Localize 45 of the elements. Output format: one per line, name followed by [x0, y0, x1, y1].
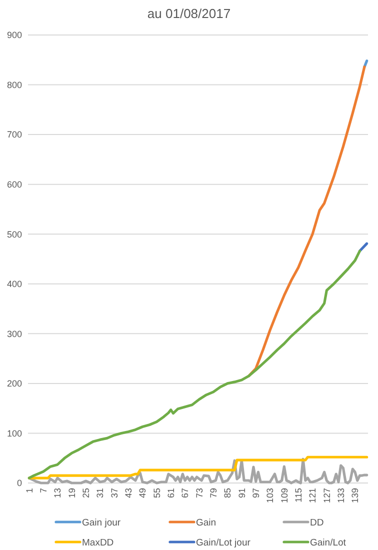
line-series	[28, 250, 362, 480]
x-tick-label: 31	[95, 488, 106, 498]
y-tick-label: 300	[6, 328, 22, 339]
x-tick-label: 115	[293, 488, 304, 502]
legend-label: Gain/Lot	[310, 537, 346, 548]
x-tick-label: 7	[38, 488, 48, 494]
x-tick-label: 103	[265, 488, 276, 504]
x-tick-label: 49	[138, 488, 148, 498]
y-tick-label: 400	[6, 279, 22, 290]
x-tick-label: 97	[250, 488, 261, 498]
legend-label: MaxDD	[82, 537, 114, 548]
x-tick-label: 67	[180, 488, 190, 498]
x-tick-label: 13	[52, 488, 63, 498]
legend-label: Gain jour	[82, 517, 121, 528]
y-tick-label: 100	[6, 428, 22, 438]
line-series	[28, 456, 368, 480]
y-tick-label: 900	[6, 30, 22, 40]
y-tick-label: 500	[6, 229, 22, 240]
y-tick-label: 600	[6, 179, 22, 190]
y-tick-label: 700	[6, 130, 22, 140]
x-tick-label: 19	[66, 488, 77, 498]
y-tick-label: 0	[16, 478, 22, 488]
x-tick-label: 73	[194, 488, 204, 498]
x-tick-label: 133	[336, 488, 346, 504]
x-tick-label: 37	[109, 488, 120, 498]
x-tick-label: 121	[308, 488, 318, 504]
x-tick-label: 127	[322, 488, 332, 504]
x-tick-label: 79	[208, 488, 218, 498]
legend-label: Gain/Lot jour	[196, 537, 250, 548]
chart-title: au 01/08/2017	[147, 6, 231, 21]
line-series	[28, 458, 368, 484]
x-tick-label: 85	[222, 488, 233, 498]
y-tick-label: 200	[6, 378, 22, 389]
x-tick-label: 43	[123, 488, 134, 498]
y-tick-label: 800	[6, 80, 22, 90]
x-tick-label: 25	[80, 488, 91, 498]
x-tick-label: 1	[24, 488, 34, 494]
legend-label: DD	[310, 517, 324, 528]
x-tick-label: 91	[236, 488, 247, 498]
x-tick-label: 139	[350, 488, 360, 504]
legend-label: Gain	[196, 517, 216, 528]
x-tick-label: 61	[166, 488, 176, 498]
x-tick-label: 55	[152, 488, 162, 498]
line-series	[247, 66, 366, 378]
x-tick-label: 109	[279, 488, 290, 504]
